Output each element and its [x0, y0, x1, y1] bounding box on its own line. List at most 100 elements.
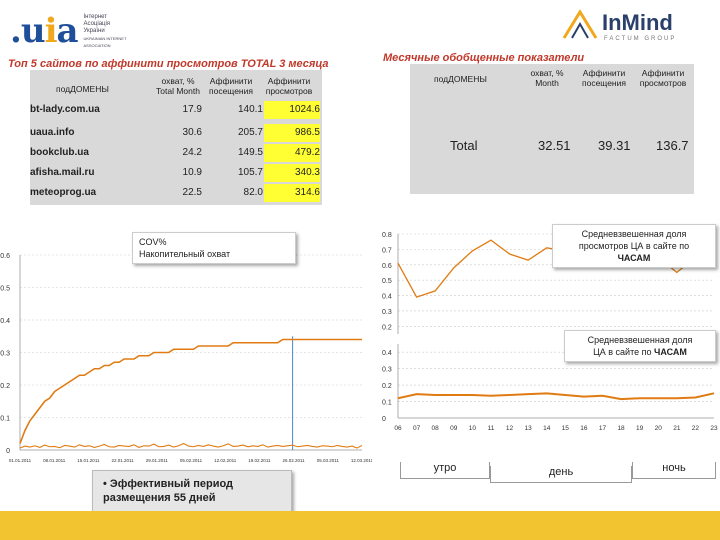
hour-tick-label-9: 15 — [562, 425, 570, 432]
row-aff-visits-0: 140.1 — [237, 104, 263, 115]
summary-header-subdomains: подДОМЕНЫ — [434, 74, 487, 84]
y-tick-label-3: 0.3 — [0, 351, 10, 358]
lower-y-tick-label-3: 0.3 — [382, 367, 392, 374]
x-tick-label-3: 22.01.2011 — [111, 458, 134, 463]
upper-y-tick-label-0: 0.8 — [382, 232, 392, 239]
uia-logo-mark: .uia — [10, 11, 79, 51]
hour-tick-label-5: 11 — [488, 425, 495, 432]
row-aff-visits-2: 149.5 — [237, 147, 263, 158]
hour-tick-label-16: 22 — [692, 425, 700, 432]
row-aff-views-4: 314.6 — [264, 184, 320, 202]
hour-tick-label-13: 19 — [636, 425, 644, 432]
summary-header-aff-visits: Аффинити посещения — [582, 68, 626, 88]
y-tick-label-5: 0.5 — [0, 286, 10, 293]
lower-y-tick-label-1: 0.1 — [382, 400, 392, 407]
hour-tick-label-1: 07 — [413, 425, 421, 432]
x-tick-label-1: 08.01.2011 — [43, 458, 66, 463]
header-subdomains: подДОМЕНЫ — [56, 84, 109, 94]
row-aff-views-1: 986.5 — [264, 124, 320, 142]
x-tick-label-2: 15.01.2011 — [77, 458, 100, 463]
x-tick-label-9: 05.03.2011 — [317, 458, 340, 463]
summary-aff-visits: 39.31 — [598, 138, 631, 153]
hour-tick-label-6: 12 — [506, 425, 514, 432]
x-tick-label-4: 29.01.2011 — [146, 458, 169, 463]
row-site-2: bookclub.ua — [30, 147, 89, 158]
hour-tick-label-0: 06 — [394, 425, 402, 432]
header-reach: охват, % Total Month — [156, 76, 200, 96]
summary-header-aff-views: Аффинити просмотров — [639, 68, 687, 88]
row-aff-views-3: 340.3 — [264, 164, 320, 182]
inmind-name: InMind — [602, 10, 673, 35]
y-tick-label-6: 0.6 — [0, 253, 10, 260]
upper-y-tick-label-3: 0.5 — [382, 278, 392, 285]
row-site-4: meteoprog.ua — [30, 187, 97, 198]
series-line-0 — [19, 338, 362, 444]
x-tick-label-0: 01.01.2011 — [9, 458, 32, 463]
header-aff-views: Аффинити просмотров — [265, 76, 313, 96]
upper-y-tick-label-2: 0.6 — [382, 263, 392, 270]
summary-table: подДОМЕНЫ охват, % Month Аффинити посещени… — [410, 64, 694, 194]
inmind-emblem-icon — [562, 9, 598, 39]
row-site-3: afisha.mail.ru — [30, 167, 95, 178]
hour-tick-label-7: 13 — [525, 425, 533, 432]
upper-y-tick-label-1: 0.7 — [382, 247, 392, 254]
lower-series-line — [397, 392, 715, 401]
x-tick-label-10: 12.03.2011 — [351, 458, 372, 463]
hour-tick-label-15: 21 — [673, 425, 681, 432]
row-reach-3: 10.9 — [182, 167, 202, 178]
lower-y-tick-label-4: 0.4 — [382, 350, 392, 357]
y-tick-label-0: 0 — [6, 448, 10, 455]
left-title: Топ 5 сайтов по аффинити просмотров TOTA… — [8, 58, 329, 70]
x-tick-label-6: 12.02.2011 — [214, 458, 237, 463]
upper-y-tick-label-5: 0.3 — [382, 309, 392, 316]
row-aff-visits-3: 105.7 — [237, 167, 263, 178]
hour-tick-label-2: 08 — [432, 425, 440, 432]
row-site-0: bt-lady.com.ua — [30, 104, 100, 115]
uia-logo: .uia Інтернет Асоціація України UKRAINIA… — [10, 10, 136, 52]
row-aff-visits-1: 205.7 — [237, 127, 263, 138]
y-tick-label-1: 0.1 — [0, 416, 10, 423]
hour-tick-label-12: 18 — [617, 425, 625, 432]
upper-y-tick-label-6: 0.2 — [382, 324, 392, 331]
upper-y-tick-label-4: 0.4 — [382, 294, 392, 301]
night-label: ночь — [632, 462, 716, 479]
row-aff-visits-4: 82.0 — [243, 187, 263, 198]
row-aff-views-2: 479.2 — [264, 144, 320, 162]
hour-tick-label-3: 09 — [450, 425, 458, 432]
ta-share-note: Средневзвешенная доля ЦА в сайте по ЧАСА… — [564, 330, 716, 362]
summary-aff-views: 136.7 — [656, 138, 689, 153]
row-reach-2: 24.2 — [182, 147, 202, 158]
hour-tick-label-8: 14 — [543, 425, 551, 432]
series-line-1 — [19, 442, 363, 449]
day-label: день — [490, 466, 632, 483]
x-tick-label-8: 26.02.2011 — [282, 458, 305, 463]
morning-label: утро — [400, 462, 490, 479]
row-site-1: uaua.info — [30, 127, 75, 138]
y-tick-label-2: 0.2 — [0, 383, 10, 390]
row-aff-views-0: 1024.6 — [264, 101, 320, 119]
summary-total-label: Total — [450, 138, 478, 153]
effective-period-note: • Эффективный период размещения 55 дней — [92, 470, 292, 512]
lower-y-tick-label-0: 0 — [382, 416, 386, 423]
hour-tick-label-11: 17 — [599, 425, 607, 432]
row-reach-1: 30.6 — [182, 127, 202, 138]
footer-bar — [0, 511, 720, 540]
inmind-logo: InMind FACTUM GROUP — [560, 6, 710, 46]
y-tick-label-4: 0.4 — [0, 318, 10, 325]
views-share-note: Средневзвешенная доля просмотров ЦА в са… — [552, 224, 716, 268]
row-reach-0: 17.9 — [182, 104, 202, 115]
hour-tick-label-17: 23 — [710, 425, 718, 432]
x-tick-label-7: 19.02.2011 — [248, 458, 271, 463]
hour-tick-label-10: 16 — [580, 425, 588, 432]
header-aff-visits: Аффинити посещения — [209, 76, 253, 96]
cumulative-reach-chart: 0 0.1 0.2 0.3 0.4 0.5 0.6 01.01.2011 08.01.2011 1… — [0, 253, 372, 463]
lower-y-tick-label-2: 0.2 — [382, 383, 392, 390]
uia-logo-org: Інтернет Асоціація України UKRAINIAN INT… — [83, 13, 127, 48]
summary-reach: 32.51 — [538, 138, 571, 153]
right-title: Месячные обобщенные показатели — [383, 52, 585, 64]
x-tick-label-5: 05.02.2011 — [180, 458, 203, 463]
inmind-sub: FACTUM GROUP — [604, 36, 677, 42]
summary-header-reach: охват, % Month — [530, 68, 564, 88]
row-reach-4: 22.5 — [182, 187, 202, 198]
cov-note: COV% Накопительный охват — [132, 232, 296, 264]
